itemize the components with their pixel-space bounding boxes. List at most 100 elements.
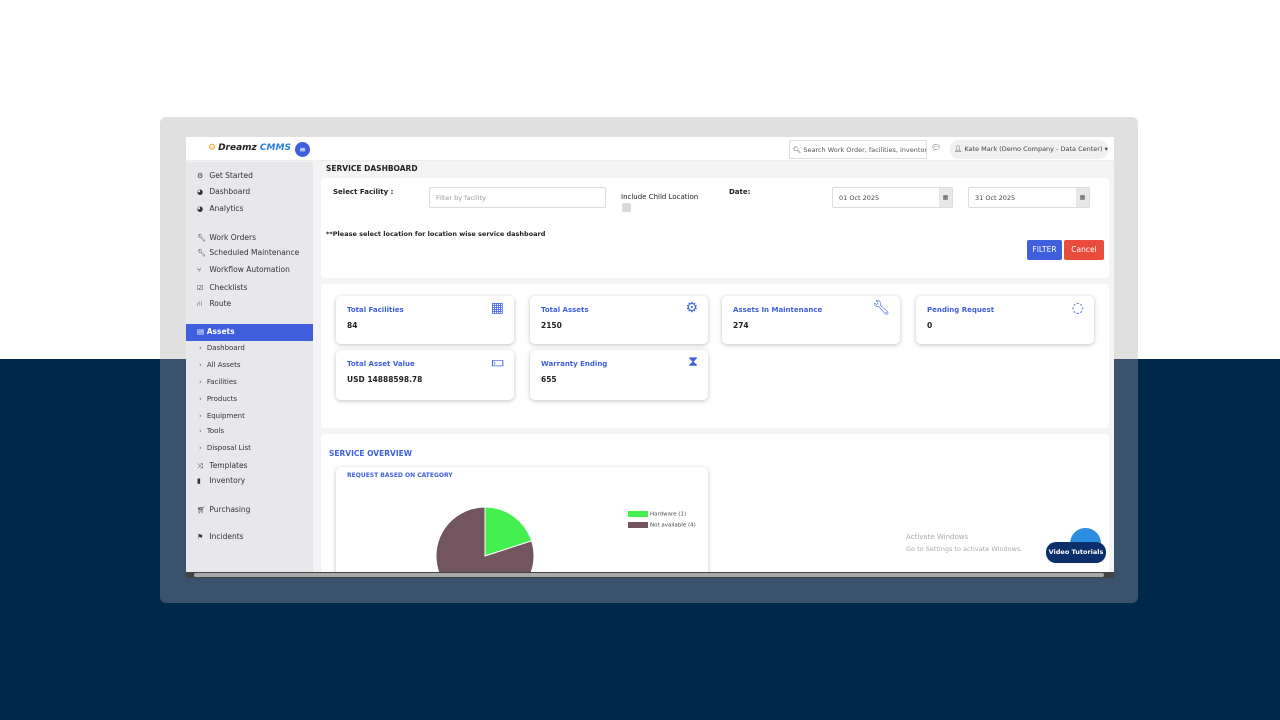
legend-label: Hardware (1) xyxy=(650,511,687,518)
card-title: Total Assets xyxy=(541,306,589,314)
top-bar: ⚙ Dreamz CMMS ≡ 🔍︎ Search Work Order, fac… xyxy=(186,137,1114,161)
cancel-button[interactable]: Cancel xyxy=(1064,240,1104,260)
legend-item-hardware[interactable]: Hardware (1) xyxy=(628,511,686,518)
label: Get Started xyxy=(209,171,253,180)
legend-item-not-available[interactable]: Not available (4) xyxy=(628,522,696,529)
cart-icon: 🛒︎ xyxy=(197,506,206,514)
card-title: Warranty Ending xyxy=(541,360,608,368)
label: Tools xyxy=(206,427,225,435)
chevron-right-icon: › xyxy=(199,412,202,420)
user-menu[interactable]: 👤︎ Kate Mark (Demo Company - Data Center… xyxy=(950,140,1108,159)
hourglass-icon: ⧗ xyxy=(688,354,698,370)
user-name: Kate Mark (Demo Company - Data Center) xyxy=(964,145,1103,153)
sidebar-item-dashboard[interactable]: ◕ Dashboard xyxy=(197,187,250,196)
gear-logo-icon: ⚙ xyxy=(208,143,217,153)
label: Dashboard xyxy=(206,344,245,352)
category-pie-chart: REQUEST BASED ON CATEGORY Hardware (1) N… xyxy=(336,467,708,578)
sidebar-item-route[interactable]: ⛙ Route xyxy=(197,299,231,309)
card-title: Assets In Maintenance xyxy=(733,306,823,314)
activation-watermark-sub: Go to Settings to activate Windows. xyxy=(906,545,1023,553)
barcode-icon: ▮ xyxy=(197,477,201,485)
activation-watermark: Activate Windows xyxy=(906,533,969,541)
sidebar-item-scheduled-maintenance[interactable]: 🔧︎ Scheduled Maintenance xyxy=(197,248,299,257)
flow-icon: ⑂ xyxy=(197,266,202,274)
sidebar-item-work-orders[interactable]: 🔧︎ Work Orders xyxy=(197,233,256,242)
card-value: 0 xyxy=(927,321,933,330)
chevron-right-icon: › xyxy=(199,444,202,452)
sidebar-item-analytics[interactable]: ◕ Analytics xyxy=(197,204,243,213)
sidebar-subitem-facilities[interactable]: › Facilities xyxy=(199,378,237,386)
stat-card-total-assets[interactable]: Total Assets 2150 ⚙ xyxy=(530,296,708,344)
logo[interactable]: ⚙ Dreamz CMMS xyxy=(208,143,291,153)
stats-panel: Total Facilities 84 ▦ Total Assets 2150 ⚙ As… xyxy=(321,284,1109,428)
sidebar-item-inventory[interactable]: ▮ Inventory xyxy=(197,476,245,485)
card-title: Total Facilities xyxy=(347,306,404,314)
sidebar-subitem-equipment[interactable]: › Equipment xyxy=(199,412,245,420)
label: Equipment xyxy=(206,412,245,420)
label: Route xyxy=(209,299,232,308)
label: All Assets xyxy=(206,361,241,369)
stat-card-pending-request[interactable]: Pending Request 0 ◌ xyxy=(916,296,1094,344)
sidebar-subitem-disposal-list[interactable]: › Disposal List xyxy=(199,444,251,452)
label: Dashboard xyxy=(209,187,251,196)
stat-card-assets-in-maintenance[interactable]: Assets In Maintenance 274 🔧︎ xyxy=(722,296,900,344)
calendar-icon[interactable]: ▦ xyxy=(1076,188,1089,207)
sidebar-subitem-all-assets[interactable]: › All Assets xyxy=(199,361,241,369)
chevron-right-icon: › xyxy=(199,361,202,369)
sidebar-subitem-products[interactable]: › Products xyxy=(199,395,237,403)
analytics-icon: ◕ xyxy=(197,205,204,213)
stat-card-total-asset-value[interactable]: Total Asset Value USD 14888598.78 💵︎ xyxy=(336,350,514,400)
date-to-input[interactable]: 31 Oct 2025 ▦ xyxy=(968,187,1090,208)
horizontal-scrollbar[interactable] xyxy=(186,572,1114,578)
scrollbar-thumb[interactable] xyxy=(194,573,1104,577)
sidebar-item-workflow-automation[interactable]: ⑂ Workflow Automation xyxy=(197,265,290,274)
chevron-right-icon: › xyxy=(199,395,202,403)
chat-icon[interactable]: 💬︎ xyxy=(931,143,942,152)
label: Work Orders xyxy=(209,233,256,242)
money-icon: 💵︎ xyxy=(491,354,504,370)
sidebar-item-assets[interactable]: ▤ Assets xyxy=(186,324,313,341)
chevron-down-icon: ▾ xyxy=(1104,145,1108,153)
legend-label: Not available (4) xyxy=(650,522,696,529)
sidebar-item-purchasing[interactable]: 🛒︎ Purchasing xyxy=(197,505,250,514)
date-from-input[interactable]: 01 Oct 2025 ▦ xyxy=(832,187,953,208)
video-tutorials-button[interactable]: Video Tutorials xyxy=(1046,542,1106,563)
sidebar: ⚙ Get Started ◕ Dashboard ◕ Analytics 🔧︎… xyxy=(186,162,313,578)
sidebar-item-incidents[interactable]: ⚑ Incidents xyxy=(197,532,244,541)
section-title: SERVICE OVERVIEW xyxy=(329,449,413,458)
sidebar-subitem-tools[interactable]: › Tools xyxy=(199,427,224,435)
sidebar-subitem-dashboard[interactable]: › Dashboard xyxy=(199,344,245,352)
pie-slice-0[interactable] xyxy=(484,506,533,557)
wrench-icon: 🔧︎ xyxy=(872,300,890,316)
label: Purchasing xyxy=(209,505,251,514)
app-window: ⚙ Dreamz CMMS ≡ 🔍︎ Search Work Order, fac… xyxy=(186,137,1114,578)
warning-text: **Please select location for location wi… xyxy=(326,230,546,238)
pie-svg xyxy=(435,506,535,578)
card-value: 655 xyxy=(541,375,557,384)
calendar-icon[interactable]: ▦ xyxy=(939,188,952,207)
chevron-right-icon: › xyxy=(199,378,202,386)
label: Templates xyxy=(209,461,248,470)
menu-toggle-button[interactable]: ≡ xyxy=(295,142,310,157)
sidebar-item-checklists[interactable]: ☑ Checklists xyxy=(197,283,247,292)
logo-text-cmms: CMMS xyxy=(259,143,291,153)
service-overview-panel: SERVICE OVERVIEW REQUEST BASED ON CATEGO… xyxy=(321,434,1109,578)
stat-card-warranty-ending[interactable]: Warranty Ending 655 ⧗ xyxy=(530,350,708,400)
user-icon: 👤︎ xyxy=(954,145,963,153)
label: Assets xyxy=(206,327,235,336)
facility-filter-input[interactable]: Filter by facility xyxy=(429,187,606,208)
label: Inventory xyxy=(209,476,246,485)
logo-text: Dreamz xyxy=(218,143,257,153)
child-location-label: Include Child Location xyxy=(621,193,699,201)
sidebar-item-get-started[interactable]: ⚙ Get Started xyxy=(197,171,253,180)
label: Incidents xyxy=(209,532,244,541)
facility-label: Select Facility : xyxy=(333,188,394,196)
filter-button[interactable]: FILTER xyxy=(1027,240,1062,260)
card-title: Pending Request xyxy=(927,306,995,314)
card-value: 84 xyxy=(347,321,358,330)
search-input[interactable]: 🔍︎ Search Work Order, facilities, invent… xyxy=(789,140,927,159)
include-child-checkbox[interactable] xyxy=(622,203,631,212)
sidebar-item-templates[interactable]: ⤨ Templates xyxy=(197,461,248,471)
stat-card-total-facilities[interactable]: Total Facilities 84 ▦ xyxy=(336,296,514,344)
legend-swatch xyxy=(628,511,648,517)
